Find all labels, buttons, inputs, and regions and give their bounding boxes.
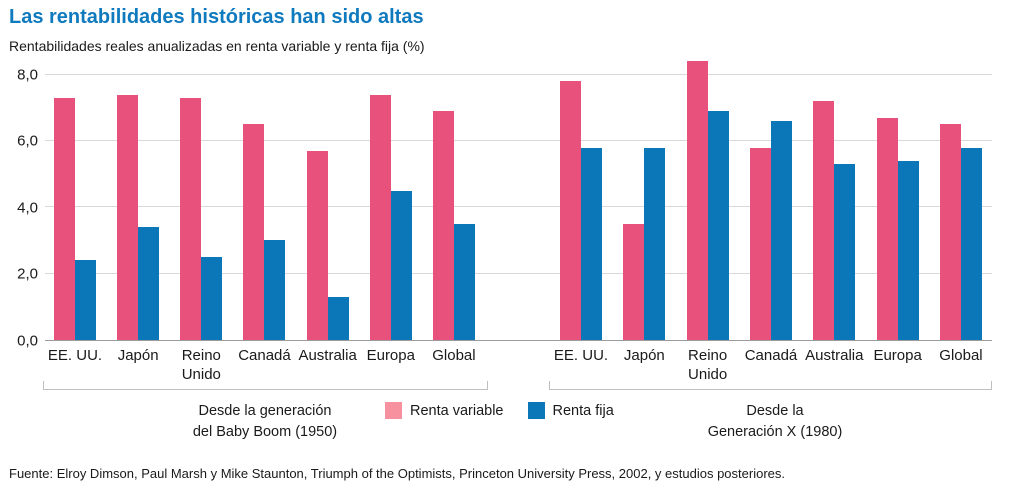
bar-renta-fija [75, 260, 96, 340]
country-cluster: Canadá [238, 58, 291, 364]
bar-renta-variable [813, 101, 835, 340]
bar-renta-variable [432, 111, 454, 340]
legend-label: Renta fija [552, 402, 614, 419]
bar-renta-fija [897, 160, 919, 340]
y-tick-label: 4,0 [17, 199, 38, 217]
bar-renta-variable [306, 150, 328, 340]
group-bracket-gen-x [549, 381, 992, 390]
x-axis-label: Reino Unido [181, 347, 221, 383]
gridline [45, 206, 992, 208]
group-baby-boom-bars: EE. UU. Japón Reino Unido Canadá Australia Eu… [48, 58, 476, 383]
chart-subtitle: Rentabilidades reales anualizadas en ren… [9, 38, 425, 54]
country-cluster: Canadá [745, 58, 797, 364]
x-axis-label: EE. UU. [553, 347, 609, 364]
legend: Renta variable Renta fija [385, 402, 614, 419]
country-cluster: Japón [117, 58, 160, 364]
group-caption-gen-x: Desde la Generación X (1980) [707, 403, 843, 441]
x-axis-label: Reino Unido [688, 347, 728, 383]
y-axis-labels: 0,0 2,0 4,0 6,0 8,0 [0, 58, 38, 348]
country-cluster: Australia [298, 58, 357, 364]
bar-renta-variable [243, 124, 265, 340]
gridline [45, 73, 992, 75]
bar-renta-variable [117, 94, 139, 340]
bar-renta-fija [960, 147, 982, 340]
bar-renta-variable [686, 61, 708, 340]
bar-renta-variable [876, 117, 898, 340]
x-axis-label: Global [432, 347, 476, 364]
country-cluster: EE. UU. [554, 58, 608, 364]
bar-renta-variable [623, 223, 645, 340]
x-axis-label: Canadá [744, 347, 798, 364]
gridline [45, 139, 992, 141]
x-axis-label: Europa [366, 347, 415, 364]
bar-renta-fija [201, 257, 223, 340]
bar-renta-fija [453, 223, 475, 340]
legend-swatch [527, 402, 545, 419]
y-tick-label: 6,0 [17, 132, 38, 150]
bar-renta-fija [644, 147, 666, 340]
x-axis-label: Australia [805, 347, 864, 364]
country-cluster: EE. UU. [48, 58, 102, 364]
bar-renta-variable [180, 97, 202, 340]
bar-renta-fija [581, 147, 602, 340]
country-cluster: Europa [367, 58, 415, 364]
bar-renta-fija [707, 111, 729, 340]
legend-item: Renta fija [527, 402, 614, 419]
bar-renta-fija [390, 190, 412, 340]
x-axis-label: Global [939, 347, 983, 364]
chart-title: Las rentabilidades históricas han sido a… [9, 6, 424, 28]
bar-renta-variable [54, 97, 75, 340]
bar-renta-variable [560, 81, 581, 340]
legend-label: Renta variable [410, 402, 504, 419]
country-cluster: Global [939, 58, 983, 364]
group-caption-baby-boom: Desde la generación del Baby Boom (1950) [192, 403, 338, 441]
group-bracket-baby-boom [43, 381, 488, 390]
bar-renta-fija [327, 296, 349, 340]
x-axis-label: Japón [623, 347, 665, 364]
y-tick-label: 8,0 [17, 66, 38, 84]
plot-area: EE. UU. Japón Reino Unido Canadá Australia Eu… [45, 58, 992, 383]
country-cluster: Japón [623, 58, 666, 364]
bar-renta-variable [939, 124, 961, 340]
bar-renta-variable [369, 94, 391, 340]
country-cluster: Reino Unido [686, 58, 729, 383]
source-note: Fuente: Elroy Dimson, Paul Marsh y Mike … [9, 466, 785, 481]
country-cluster: Reino Unido [180, 58, 223, 383]
legend-swatch [385, 402, 402, 419]
bar-renta-fija [264, 240, 286, 340]
country-cluster: Europa [873, 58, 922, 364]
country-cluster: Global [432, 58, 476, 364]
bar-renta-variable [749, 147, 771, 340]
gridline [45, 272, 992, 274]
bar-renta-fija [770, 121, 792, 340]
y-tick-label: 0,0 [17, 332, 38, 350]
group-gen-x-bars: EE. UU. Japón Reino Unido Canadá Australia Eu… [554, 58, 983, 383]
x-axis-label: EE. UU. [47, 347, 103, 364]
country-cluster: Australia [805, 58, 863, 364]
x-axis-label: Europa [873, 347, 922, 364]
legend-item: Renta variable [385, 402, 504, 419]
bar-renta-fija [138, 227, 160, 340]
y-tick-label: 2,0 [17, 265, 38, 283]
x-axis-label: Australia [298, 347, 357, 364]
x-axis-label: Canadá [238, 347, 291, 364]
bar-renta-fija [834, 164, 856, 340]
x-axis-label: Japón [117, 347, 159, 364]
